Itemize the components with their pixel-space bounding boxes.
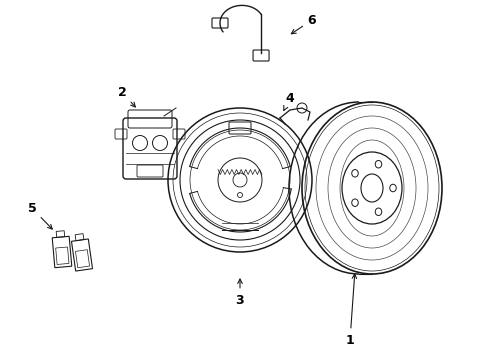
Text: 5: 5 [27,202,52,229]
Text: 3: 3 [235,279,244,306]
Text: 2: 2 [118,85,135,107]
Text: 4: 4 [283,91,294,111]
Text: 1: 1 [345,274,356,346]
Text: 6: 6 [291,13,316,34]
